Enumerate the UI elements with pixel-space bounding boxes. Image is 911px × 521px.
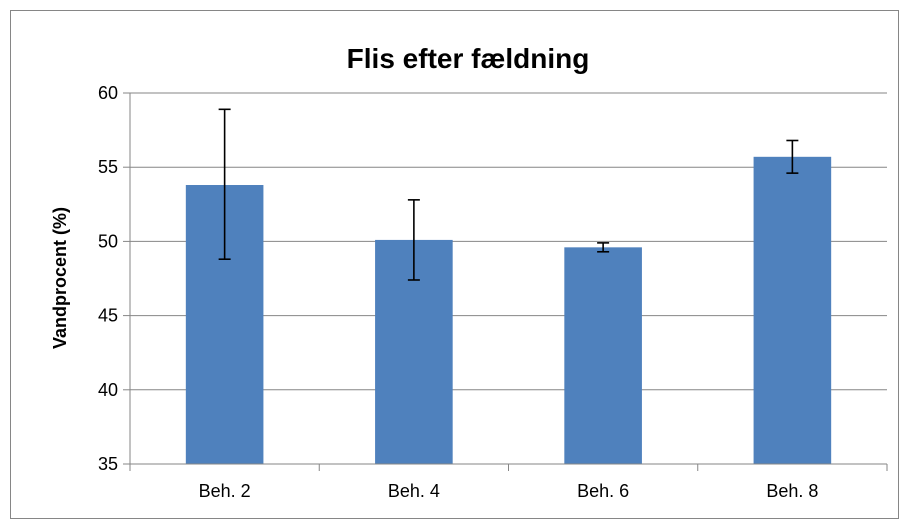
chart-title: Flis efter fældning	[347, 43, 590, 74]
y-tick-label: 50	[98, 231, 118, 251]
x-tick-label: Beh. 2	[199, 481, 251, 501]
chart-frame	[10, 10, 899, 519]
y-tick-labels: 35 40 45 50 55 60	[98, 83, 118, 474]
bar	[753, 156, 832, 464]
y-tick-label: 45	[98, 306, 118, 326]
y-tick-label: 40	[98, 380, 118, 400]
axes	[129, 93, 888, 471]
bars	[185, 156, 832, 464]
x-tick-label: Beh. 4	[388, 481, 440, 501]
y-tick-label: 55	[98, 157, 118, 177]
bar	[564, 247, 642, 464]
error-bars	[218, 108, 799, 281]
x-tick-label: Beh. 8	[766, 481, 818, 501]
y-tick-label: 60	[98, 83, 118, 103]
x-tick-label: Beh. 6	[577, 481, 629, 501]
y-axis-label: Vandprocent (%)	[50, 207, 70, 349]
y-tick-label: 35	[98, 454, 118, 474]
x-tick-labels: Beh. 2 Beh. 4 Beh. 6 Beh. 8	[199, 481, 819, 501]
